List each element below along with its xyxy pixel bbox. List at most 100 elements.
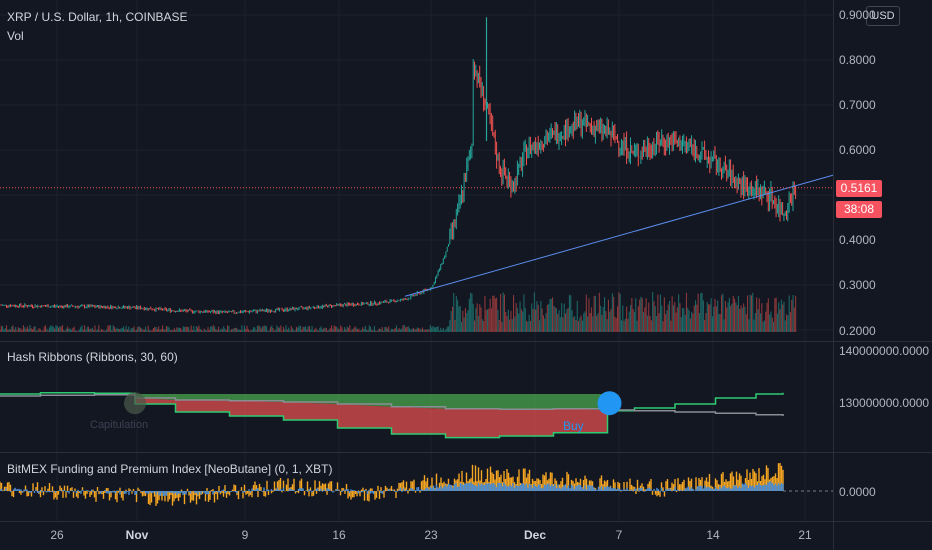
volume-bar (611, 293, 613, 332)
hash-tick: 140000000.0000 (839, 344, 930, 358)
volume-bar (532, 308, 534, 332)
volume-bar (182, 326, 184, 332)
volume-bar (149, 329, 151, 332)
volume-bar (501, 321, 503, 332)
volume-bar (225, 329, 227, 332)
volume-bar (657, 294, 659, 332)
volume-bar (224, 328, 226, 332)
volume-bar (458, 306, 460, 332)
volume-bar (533, 292, 535, 332)
volume-bar (490, 308, 492, 332)
volume-bar (93, 330, 95, 332)
volume-bar (129, 330, 131, 332)
volume-bar (754, 313, 756, 332)
volume-bar (563, 303, 565, 332)
pane-separator[interactable] (0, 341, 932, 342)
volume-bar (108, 325, 110, 332)
hash-ribbons-label[interactable]: Hash Ribbons (Ribbons, 30, 60) (7, 350, 178, 364)
volume-bar (264, 325, 266, 332)
volume-bar (683, 308, 685, 332)
volume-bar (592, 316, 594, 332)
volume-bar (428, 329, 430, 332)
volume-bar (64, 330, 66, 332)
volume-bar (503, 294, 505, 332)
volume-bar (506, 316, 508, 332)
volume-bar (483, 321, 485, 332)
volume-bar (579, 317, 581, 332)
volume-bar (344, 327, 346, 332)
volume-bar (303, 327, 305, 332)
volume-bar (39, 329, 41, 332)
volume-bar (580, 315, 582, 332)
volume-bar (758, 298, 760, 332)
volume-bar (477, 315, 479, 332)
volume-bar (281, 330, 283, 332)
volume-bar (25, 328, 27, 332)
volume-bar (773, 321, 775, 332)
volume-bar (542, 315, 544, 332)
volume-bar (511, 319, 513, 332)
volume-bar (721, 295, 723, 332)
volume-bar (594, 296, 596, 332)
volume-bar (133, 326, 135, 332)
volume-bar (29, 325, 31, 332)
volume-bar (337, 328, 339, 332)
volume-bar (110, 325, 112, 332)
symbol-title[interactable]: XRP / U.S. Dollar, 1h, COINBASE (7, 10, 188, 24)
volume-bar (21, 330, 23, 332)
volume-bar (548, 304, 550, 332)
volume-bar (666, 310, 668, 332)
volume-bar (691, 311, 693, 332)
volume-bar (568, 294, 570, 332)
volume-bar (732, 295, 734, 332)
volume-bar (155, 327, 157, 332)
volume-bar (418, 328, 420, 332)
volume-bar (364, 325, 366, 332)
pane-separator[interactable] (0, 452, 932, 453)
volume-bar (510, 310, 512, 332)
volume-bar (184, 327, 186, 332)
volume-bar (403, 325, 405, 332)
bitmex-label[interactable]: BitMEX Funding and Premium Index [NeoBut… (7, 462, 333, 476)
volume-bar (437, 326, 439, 332)
volume-bar (640, 296, 642, 332)
currency-button[interactable]: USD (866, 6, 900, 26)
price-axis[interactable] (833, 0, 932, 550)
volume-bar (606, 319, 608, 332)
volume-bar (597, 313, 599, 332)
volume-bar (3, 329, 5, 332)
volume-bar (159, 329, 161, 332)
x-tick: 14 (706, 528, 720, 542)
volume-bar (69, 328, 71, 332)
volume-bar (584, 311, 586, 332)
volume-bar (409, 328, 411, 332)
volume-bar (269, 327, 271, 332)
volume-bar (450, 311, 452, 332)
volume-bar (631, 297, 633, 332)
volume-bar (230, 329, 232, 332)
volume-bar (705, 313, 707, 332)
volume-bar (162, 325, 164, 332)
volume-bar (562, 317, 564, 332)
volume-bar (574, 315, 576, 332)
volume-bar (156, 329, 158, 332)
volume-label[interactable]: Vol (7, 29, 24, 43)
volume-bar (138, 326, 140, 332)
volume-bar (763, 320, 765, 332)
volume-bar (522, 311, 524, 332)
volume-bar (427, 328, 429, 332)
volume-bar (442, 327, 444, 332)
volume-bar (51, 325, 53, 332)
volume-bar (98, 325, 100, 332)
volume-bar (454, 319, 456, 332)
volume-bar (48, 327, 50, 332)
volume-bar (523, 294, 525, 332)
volume-bar (124, 329, 126, 332)
volume-bar (123, 326, 125, 332)
volume-bar (336, 326, 338, 332)
volume-bar (444, 330, 446, 332)
volume-bar (26, 326, 28, 332)
volume-bar (637, 306, 639, 332)
